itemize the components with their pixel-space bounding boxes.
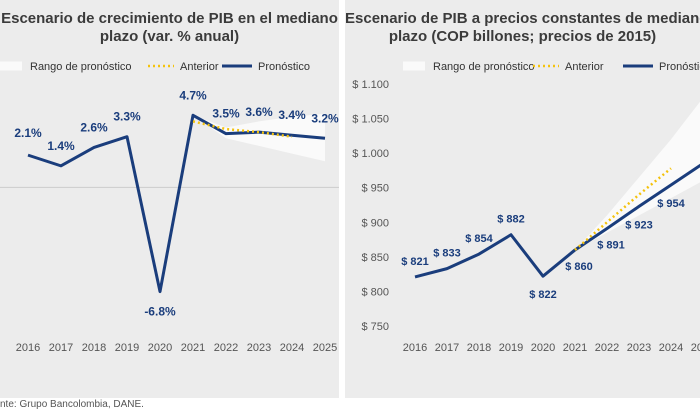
x-tick-label: 2022 <box>595 342 619 354</box>
x-tick-label: 2021 <box>181 342 205 354</box>
data-label: $ 860 <box>565 261 593 273</box>
gdp-level-panel: Escenario de PIB a precios constantes de… <box>345 0 700 398</box>
gdp-level-title-line-1: Escenario de PIB a precios constantes de… <box>345 10 700 27</box>
x-tick-label: 2017 <box>435 342 459 354</box>
previous-series-line <box>192 120 293 138</box>
y-tick-label: $ 1.050 <box>352 114 389 126</box>
data-label: -6.8% <box>144 305 176 319</box>
y-tick-label: $ 1.000 <box>352 148 389 160</box>
x-tick-label: 2017 <box>49 342 73 354</box>
x-tick-label: 2020 <box>148 342 172 354</box>
forecast-series-line <box>27 113 326 294</box>
data-label: 3.2% <box>311 111 339 125</box>
legend-forecast-label: Pronóstico <box>659 61 700 73</box>
y-tick-label: $ 750 <box>361 321 389 333</box>
x-tick-label: 2021 <box>563 342 587 354</box>
data-label: $ 833 <box>433 248 461 260</box>
data-label: $ 891 <box>597 240 625 252</box>
x-tick-label: 2020 <box>531 342 555 354</box>
legend-band-label: Rango de pronóstico <box>30 61 132 73</box>
data-label: 3.4% <box>278 108 306 122</box>
x-tick-label: 2022 <box>214 342 238 354</box>
legend-previous-label: Anterior <box>565 61 604 73</box>
data-label: $ 882 <box>497 214 525 226</box>
forecast-range-band <box>575 101 700 250</box>
gdp-growth-title: Escenario de crecimiento de PIB en el me… <box>0 10 339 46</box>
gdp-growth-panel: Escenario de crecimiento de PIB en el me… <box>0 0 339 398</box>
data-label: 3.5% <box>212 107 240 121</box>
previous-series-line <box>574 167 672 251</box>
legend-previous-label: Anterior <box>180 61 219 73</box>
gdp-level-chart: $ 750 $ 800 $ 850 $ 900 $ 950 $ 1.000 $ 1.050 $… <box>352 61 700 354</box>
x-tick-label: 2024 <box>280 342 304 354</box>
x-tick-label: 2019 <box>115 342 139 354</box>
forecast-range-band <box>193 113 325 162</box>
data-label: 2.1% <box>14 126 42 140</box>
data-label: $ 923 <box>625 219 653 231</box>
gdp-growth-title-line-2: plazo (var. % anual) <box>99 28 240 45</box>
data-label: 3.3% <box>113 110 141 124</box>
legend-band-label: Rango de pronóstico <box>433 61 535 73</box>
data-label: 2.6% <box>80 120 108 134</box>
y-tick-label: $ 1.100 <box>352 79 389 91</box>
y-tick-label: $ 950 <box>361 183 389 195</box>
data-label: 4.7% <box>179 88 207 102</box>
forecast-series-line <box>414 163 700 279</box>
gdp-growth-title-line-1: Escenario de crecimiento de PIB en el me… <box>1 10 338 27</box>
gdp-level-title: Escenario de PIB a precios constantes de… <box>345 10 700 46</box>
data-label: 1.4% <box>47 139 75 153</box>
x-tick-label: 2023 <box>247 342 271 354</box>
legend-forecast-label: Pronóstico <box>258 61 310 73</box>
y-tick-label: $ 850 <box>361 252 389 264</box>
data-label: $ 821 <box>401 256 429 268</box>
data-label: $ 822 <box>529 289 557 301</box>
data-label: 3.6% <box>245 105 273 119</box>
y-tick-label: $ 900 <box>361 217 389 229</box>
x-tick-label: 2024 <box>659 342 683 354</box>
data-label: $ 854 <box>465 233 493 245</box>
source-note: nte: Grupo Bancolombia, DANE. <box>0 399 144 410</box>
gdp-growth-chart: 2016 2017 2018 2019 2020 2021 2022 2023 2024 2025… <box>0 61 339 354</box>
y-tick-label: $ 800 <box>361 286 389 298</box>
gdp-level-title-line-2: plazo (COP billones; precios de 2015) <box>388 28 657 45</box>
x-tick-label: 2016 <box>403 342 427 354</box>
x-tick-label: 2018 <box>82 342 106 354</box>
x-tick-label: 2025 <box>313 342 337 354</box>
x-tick-label: 2025 <box>691 342 700 354</box>
x-tick-label: 2023 <box>627 342 651 354</box>
data-label: $ 954 <box>657 198 685 210</box>
x-tick-label: 2018 <box>467 342 491 354</box>
x-tick-label: 2019 <box>499 342 523 354</box>
x-tick-label: 2016 <box>16 342 40 354</box>
